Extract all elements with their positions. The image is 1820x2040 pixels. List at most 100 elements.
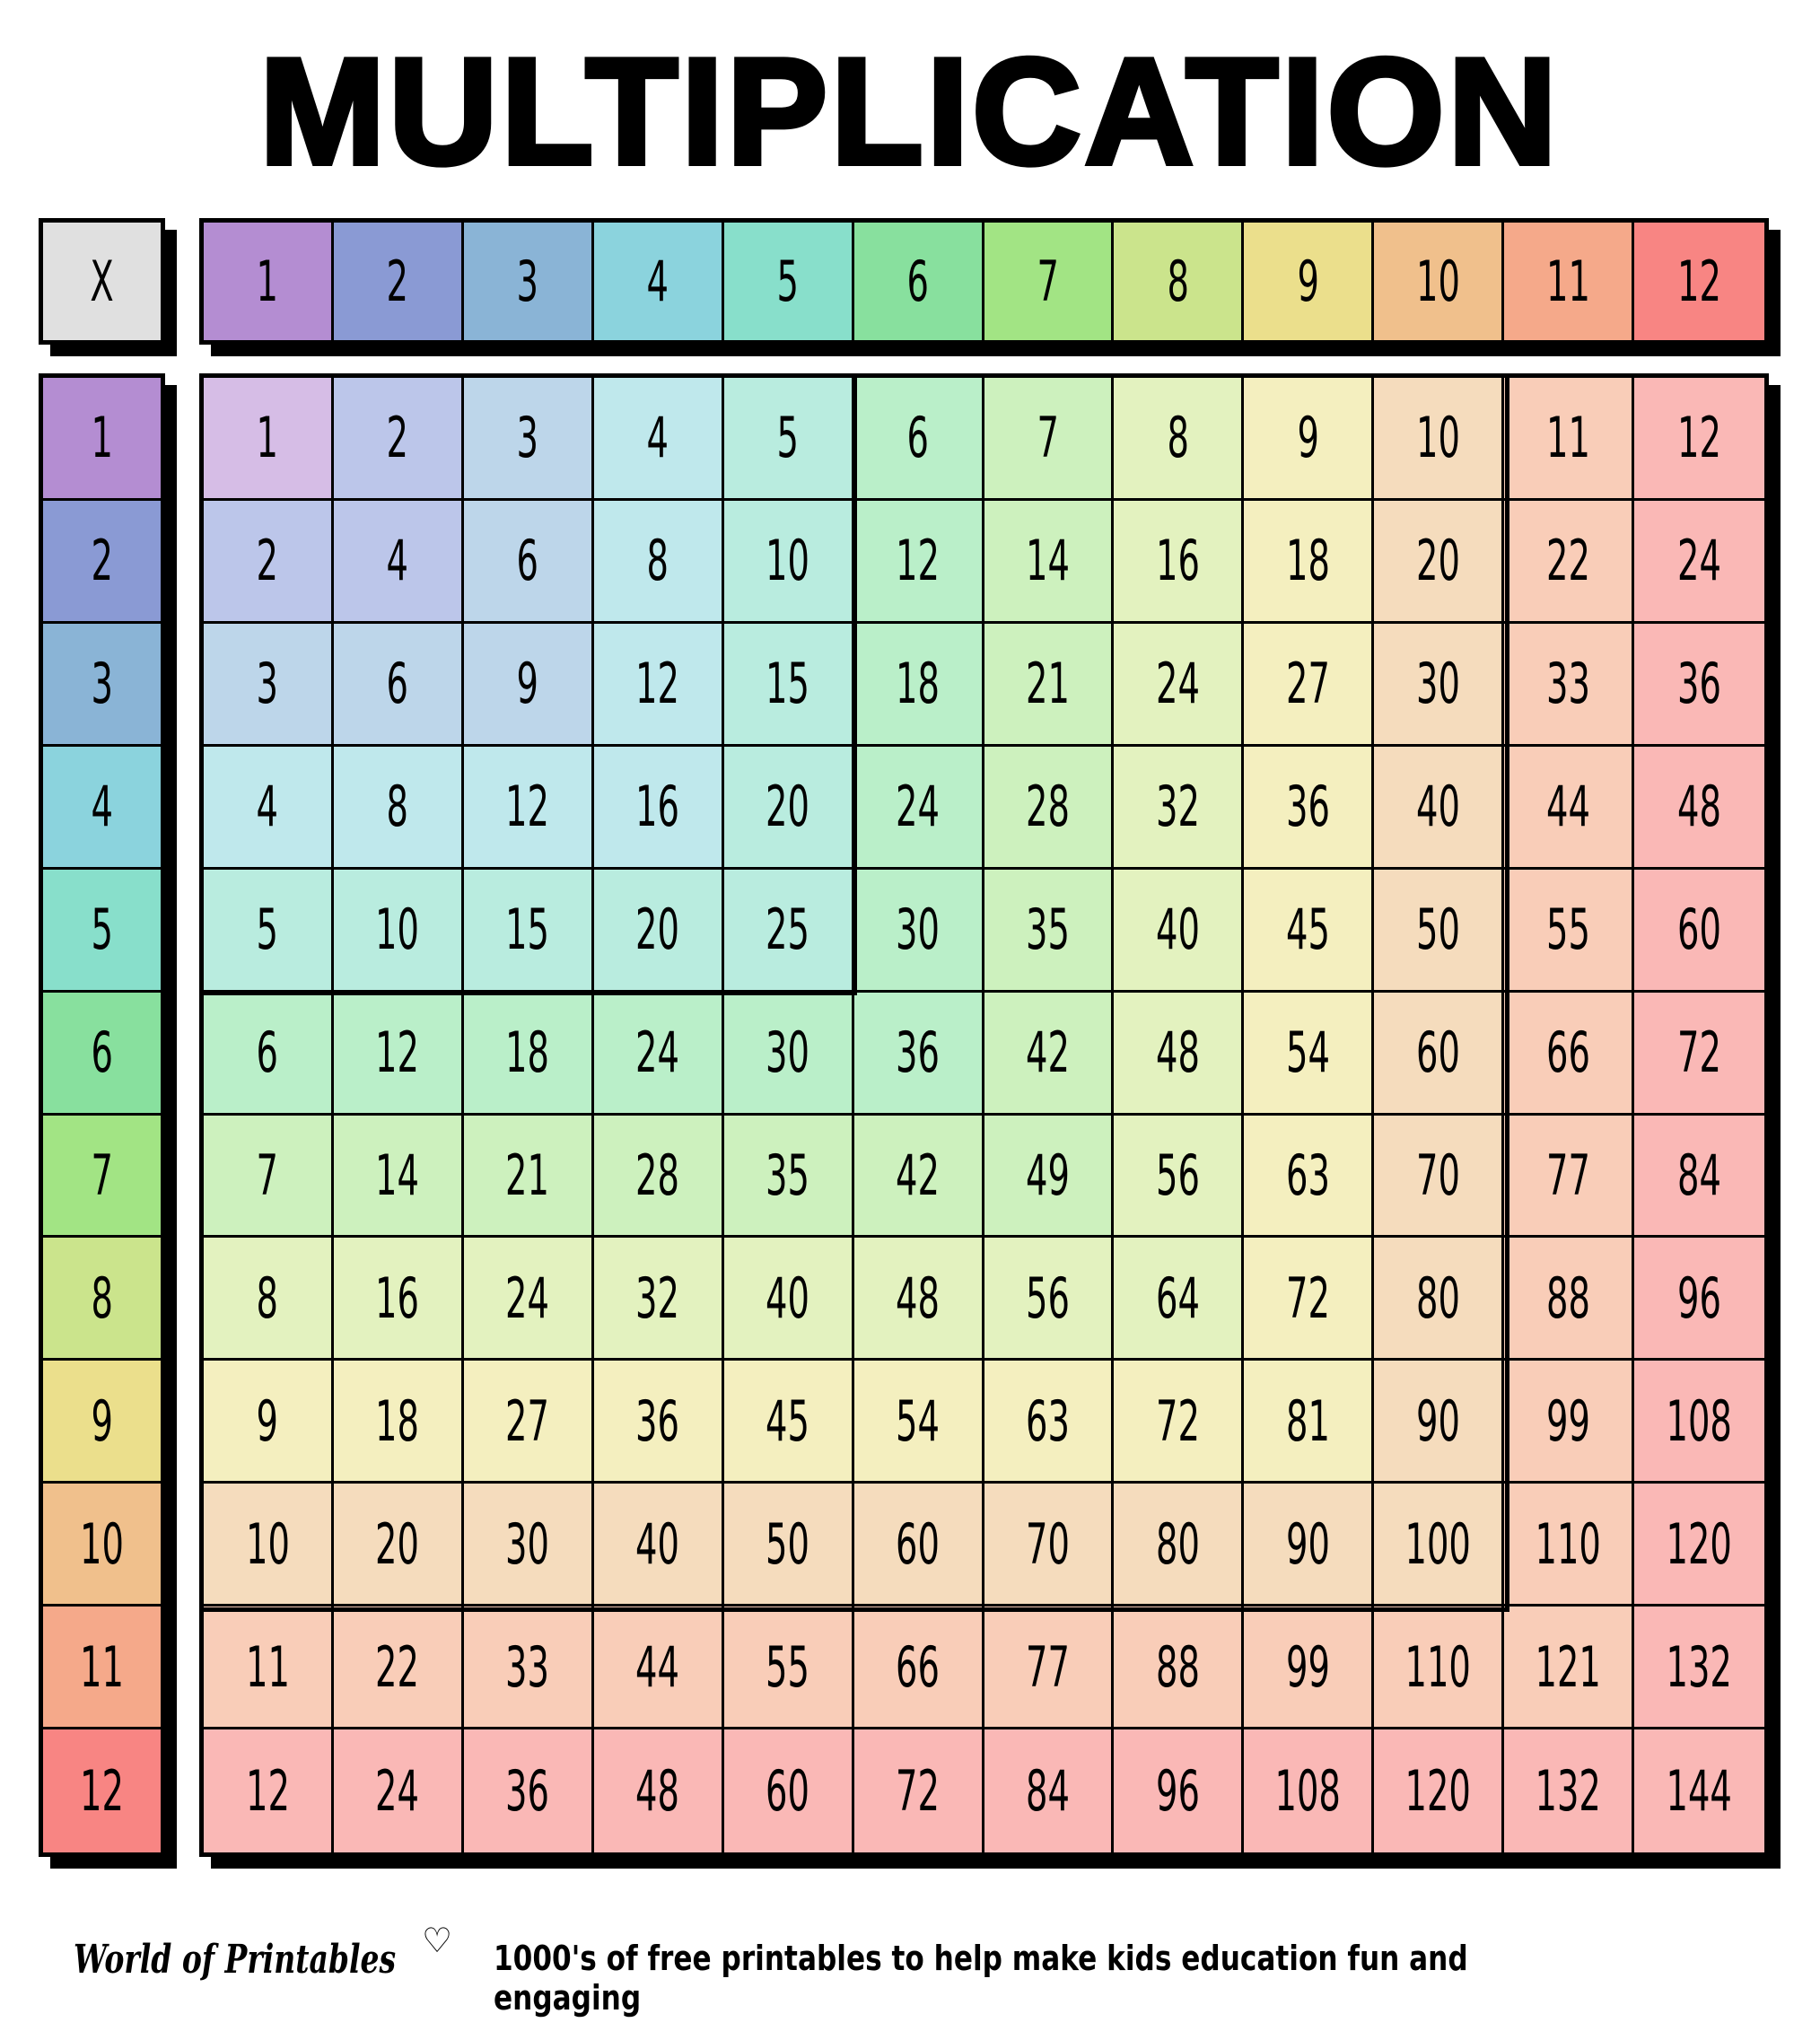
product-cell: 30 — [463, 1484, 594, 1607]
product-cell: 14 — [333, 1115, 464, 1239]
cell-value: 36 — [896, 1020, 940, 1086]
cell-value: 2 — [386, 405, 409, 471]
product-cell: 21 — [984, 623, 1115, 747]
cell-value: 4 — [386, 528, 409, 594]
product-cell: 20 — [723, 746, 854, 870]
cell-value: 6 — [386, 651, 409, 717]
product-cell: 8 — [593, 500, 724, 624]
cell-value: 24 — [1155, 651, 1200, 717]
product-cell: 7 — [204, 1115, 334, 1239]
cell-value: 1 — [256, 249, 279, 314]
product-cell: 11 — [1504, 378, 1635, 501]
product-cell: 60 — [1374, 992, 1505, 1116]
cell-value: 35 — [766, 1142, 810, 1208]
cell-value: 11 — [1545, 405, 1590, 471]
product-cell: 40 — [593, 1484, 724, 1607]
cell-value: 33 — [505, 1633, 550, 1700]
product-cell: 108 — [1244, 1729, 1375, 1852]
cell-value: 48 — [635, 1758, 680, 1825]
cell-value: 108 — [1274, 1758, 1341, 1825]
row-header-10: 10 — [43, 1484, 161, 1607]
multiplication-grid: 1 2 3 4 5 6 7 8 9 10 11 12 2 4 6 8 10 12 14 16 18 20 22 24 3 6 9 12… — [199, 373, 1769, 1857]
cell-value: 120 — [1666, 1510, 1733, 1577]
product-cell: 11 — [204, 1607, 334, 1730]
product-cell: 99 — [1244, 1607, 1375, 1730]
cell-value: 25 — [766, 897, 810, 963]
product-cell: 5 — [204, 869, 334, 993]
cell-value: 20 — [635, 897, 680, 963]
cell-value: 56 — [1025, 1265, 1070, 1331]
cell-value: 24 — [505, 1265, 550, 1331]
cell-value: 15 — [766, 651, 810, 717]
cell-value: 20 — [375, 1510, 420, 1577]
cell-value: 9 — [1297, 249, 1319, 314]
product-cell: 81 — [1244, 1361, 1375, 1484]
product-cell: 6 — [204, 992, 334, 1116]
product-cell: 63 — [1244, 1115, 1375, 1239]
row-header-12: 12 — [43, 1729, 161, 1852]
cell-value: 36 — [1677, 651, 1721, 717]
product-cell: 72 — [1114, 1361, 1245, 1484]
cell-value: 14 — [375, 1142, 420, 1208]
cell-value: 5 — [776, 249, 799, 314]
cell-value: 8 — [646, 528, 669, 594]
product-cell: 45 — [723, 1361, 854, 1484]
cell-value: 120 — [1404, 1758, 1471, 1825]
cell-value: 8 — [256, 1265, 279, 1331]
cell-value: 6 — [256, 1020, 279, 1086]
column-header-7: 7 — [984, 223, 1115, 340]
cell-value: 72 — [1155, 1388, 1200, 1454]
product-cell: 36 — [1244, 746, 1375, 870]
brand-logo: World of Printables — [74, 1937, 397, 1983]
product-cell: 60 — [853, 1484, 984, 1607]
product-cell: 90 — [1244, 1484, 1375, 1607]
cell-value: 132 — [1666, 1633, 1733, 1700]
cell-value: 48 — [896, 1265, 940, 1331]
product-cell: 16 — [1114, 500, 1245, 624]
cell-value: 66 — [896, 1633, 940, 1700]
cell-value: 55 — [766, 1633, 810, 1700]
cell-value: 7 — [91, 1142, 113, 1208]
product-cell: 44 — [593, 1607, 724, 1730]
product-cell: 48 — [1114, 992, 1245, 1116]
cell-value: 11 — [245, 1633, 290, 1700]
product-cell: 64 — [1114, 1238, 1245, 1361]
product-cell: 6 — [463, 500, 594, 624]
product-cell: 20 — [593, 869, 724, 993]
product-cell: 120 — [1634, 1484, 1764, 1607]
cell-value: 12 — [245, 1758, 290, 1825]
product-cell: 110 — [1374, 1607, 1505, 1730]
product-cell: 6 — [333, 623, 464, 747]
product-cell: 32 — [593, 1238, 724, 1361]
product-cell: 50 — [1374, 869, 1505, 993]
cell-value: 96 — [1155, 1758, 1200, 1825]
cell-value: 3 — [91, 651, 113, 717]
page-title: MULTIPLICATION — [257, 27, 1561, 196]
row-header-7: 7 — [43, 1115, 161, 1239]
product-cell: 60 — [723, 1729, 854, 1852]
product-cell: 54 — [1244, 992, 1375, 1116]
product-cell: 9 — [463, 623, 594, 747]
cell-value: 72 — [896, 1758, 940, 1825]
product-cell: 70 — [984, 1484, 1115, 1607]
cell-value: 12 — [1677, 249, 1721, 314]
cell-value: 11 — [80, 1633, 124, 1700]
cell-value: 63 — [1285, 1142, 1330, 1208]
column-header-8: 8 — [1114, 223, 1245, 340]
product-cell: 6 — [853, 378, 984, 501]
product-cell: 36 — [1634, 623, 1764, 747]
product-cell: 24 — [463, 1238, 594, 1361]
product-cell: 27 — [1244, 623, 1375, 747]
product-cell: 110 — [1504, 1484, 1635, 1607]
product-cell: 48 — [853, 1238, 984, 1361]
product-cell: 7 — [984, 378, 1115, 501]
product-cell: 121 — [1504, 1607, 1635, 1730]
cell-value: 5 — [776, 405, 799, 471]
cell-value: 63 — [1025, 1388, 1070, 1454]
cell-value: 77 — [1545, 1142, 1590, 1208]
cell-value: 132 — [1535, 1758, 1601, 1825]
product-cell: 18 — [333, 1361, 464, 1484]
product-cell: 28 — [984, 746, 1115, 870]
product-cell: 35 — [984, 869, 1115, 993]
product-cell: 63 — [984, 1361, 1115, 1484]
